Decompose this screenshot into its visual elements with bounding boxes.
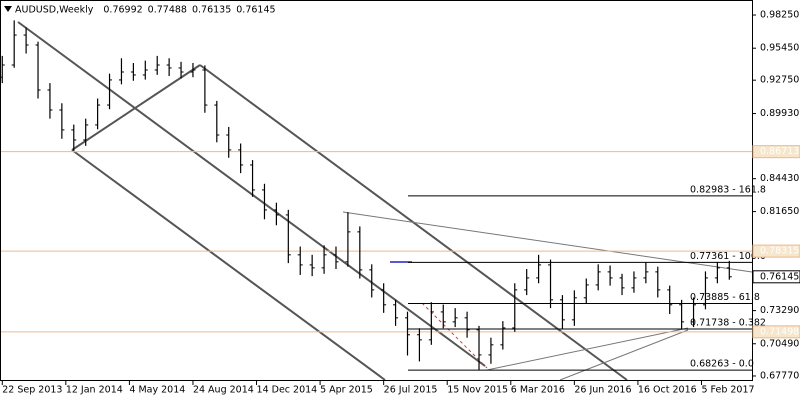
levels: 0.82983 - 161.8 0.77361 - 100.0 0.73885 - … — [0, 151, 766, 371]
x-tick-label: 6 Mar 2016 — [511, 385, 565, 396]
y-tick-label: 0.95450 — [760, 43, 799, 54]
ohlc-bars — [0, 20, 732, 371]
level-label-box — [752, 244, 800, 258]
chart-title: AUDUSD,Weekly — [15, 5, 94, 16]
y-tick-label: 0.70490 — [760, 338, 799, 349]
y-tick-label: 0.67770 — [760, 370, 799, 381]
level-label: 0.78315 — [760, 246, 799, 257]
current-price-label: 0.76145 — [760, 271, 799, 282]
axes: 0.98250 0.95450 0.92750 0.89930 0.84430 0.816… — [1, 10, 800, 396]
x-tick-label: 12 Jan 2014 — [66, 385, 123, 396]
x-tick-label: 16 Oct 2016 — [638, 385, 697, 396]
fib-label: 0.73885 - 61.8 — [690, 292, 760, 303]
x-tick-label: 15 Nov 2015 — [447, 385, 508, 396]
fib-label: 0.77361 - 100.0 — [690, 251, 766, 262]
x-tick-label: 5 Feb 2017 — [701, 385, 754, 396]
price-label-box — [752, 270, 800, 284]
plot-frame — [0, 0, 753, 381]
level-label: 0.86713 — [760, 146, 799, 157]
ohlc-header: 0.76992 0.77488 0.76135 0.76145 — [103, 5, 275, 16]
fib-label: 0.71738 - 0.382 — [690, 317, 766, 328]
menu-icon[interactable] — [4, 6, 12, 12]
y-tick-label: 0.73290 — [760, 305, 799, 316]
fib-label: 0.82983 - 161.8 — [690, 184, 766, 195]
header-value: 0.76135 — [192, 5, 231, 16]
y-tick-label: 0.89930 — [760, 108, 799, 119]
header-value: 0.76992 — [103, 5, 142, 16]
triangle-line — [486, 327, 689, 371]
x-tick-label: 4 May 2014 — [129, 385, 185, 396]
channel-line — [17, 21, 486, 367]
level-label-box — [752, 325, 800, 339]
channel-line — [71, 64, 201, 151]
y-tick-label: 0.81650 — [760, 206, 799, 217]
level-label: 0.71498 — [760, 326, 799, 337]
x-tick-label: 22 Sep 2013 — [2, 385, 62, 396]
y-tick-label: 0.98250 — [760, 10, 799, 21]
y-tick-label: 0.84430 — [760, 173, 799, 184]
x-tick-label: 24 Aug 2014 — [193, 385, 254, 396]
triangle-line — [559, 329, 689, 381]
x-tick-label: 26 Jun 2016 — [574, 385, 631, 396]
y-tick-label: 0.92750 — [760, 75, 799, 86]
header-value: 0.77488 — [148, 5, 187, 16]
x-tick-label: 5 Apr 2015 — [320, 385, 373, 396]
channel-line — [71, 149, 386, 381]
x-tick-label: 26 Jul 2015 — [384, 385, 438, 396]
fib-label: 0.68263 - 0.0 — [690, 359, 754, 370]
level-label-box — [752, 145, 800, 159]
header-value: 0.76145 — [236, 5, 275, 16]
trend-objects — [17, 21, 753, 381]
x-tick-label: 14 Dec 2014 — [257, 385, 318, 396]
